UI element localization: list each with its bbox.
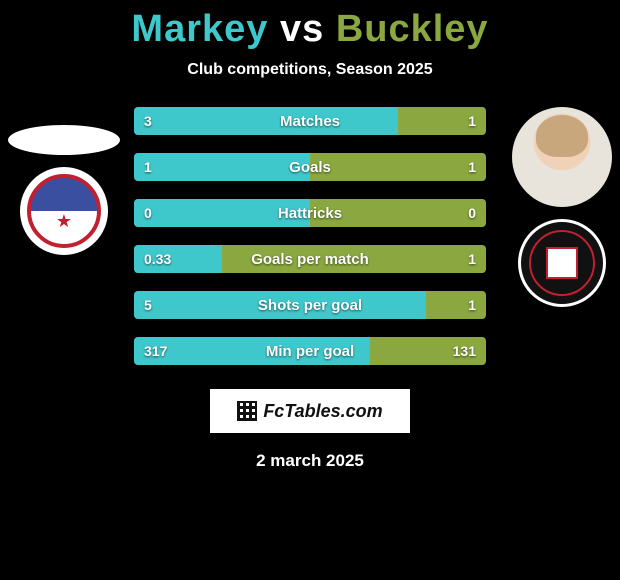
comparison-title: Markey vs Buckley xyxy=(0,0,620,51)
stat-row: 31Matches xyxy=(134,107,486,135)
stat-row: 00Hattricks xyxy=(134,199,486,227)
stat-label: Matches xyxy=(134,107,486,135)
stat-row: 11Goals xyxy=(134,153,486,181)
player1-avatar xyxy=(8,125,120,155)
vs-text: vs xyxy=(280,8,324,50)
subtitle: Club competitions, Season 2025 xyxy=(0,61,620,79)
player2-club-badge xyxy=(518,219,606,307)
stats-bars: 31Matches 11Goals 00Hattricks 0.331Goals pe… xyxy=(134,107,486,365)
player2-name: Buckley xyxy=(336,8,489,50)
fctables-icon xyxy=(237,401,257,421)
match-date: 2 march 2025 xyxy=(0,451,620,471)
player2-avatar xyxy=(512,107,612,207)
stat-label: Min per goal xyxy=(134,337,486,365)
main-content: 31Matches 11Goals 00Hattricks 0.331Goals pe… xyxy=(0,107,620,365)
branding-label: FcTables.com xyxy=(263,401,382,422)
player1-club-badge xyxy=(20,167,108,255)
stat-label: Goals per match xyxy=(134,245,486,273)
player1-column xyxy=(8,107,120,255)
stat-label: Hattricks xyxy=(134,199,486,227)
player2-column xyxy=(512,107,612,307)
stat-label: Shots per goal xyxy=(134,291,486,319)
stat-row: 51Shots per goal xyxy=(134,291,486,319)
stat-label: Goals xyxy=(134,153,486,181)
stat-row: 0.331Goals per match xyxy=(134,245,486,273)
stat-row: 317131Min per goal xyxy=(134,337,486,365)
branding-badge: FcTables.com xyxy=(210,389,410,433)
player1-name: Markey xyxy=(131,8,268,50)
